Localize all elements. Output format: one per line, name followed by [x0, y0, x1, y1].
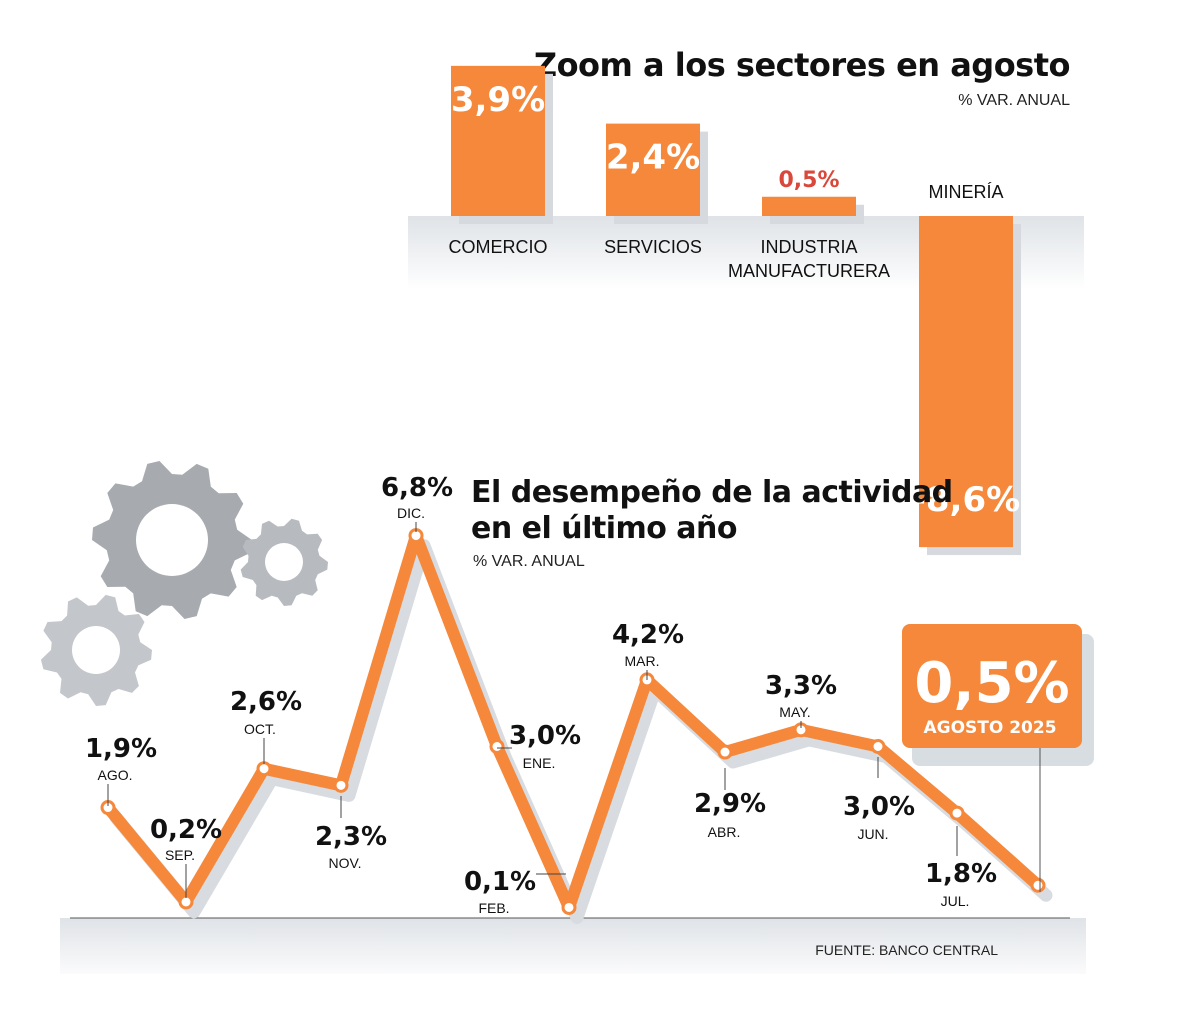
bar-4	[919, 216, 1013, 548]
highlight-label: AGOSTO 2025	[923, 718, 1056, 738]
bar-category-label: SERVICIOS	[604, 237, 702, 257]
point-value-label: 3,0%	[509, 721, 581, 751]
point-month-label: FEB.	[478, 900, 509, 916]
point-value-label: 3,0%	[843, 792, 915, 822]
data-point	[717, 744, 733, 760]
point-month-label: SEP.	[165, 847, 195, 863]
bar-category-label: MINERÍA	[928, 182, 1003, 202]
point-value-label: 1,8%	[925, 859, 997, 889]
data-point	[561, 899, 577, 915]
bar-value-label: 0,5%	[778, 168, 839, 193]
highlight-box	[902, 624, 1082, 748]
point-month-label: OCT.	[244, 721, 276, 737]
data-point	[949, 805, 965, 821]
data-point	[870, 739, 886, 754]
data-point	[333, 777, 349, 793]
point-value-label: 2,6%	[230, 687, 302, 717]
point-month-label: DIC.	[397, 505, 425, 521]
point-value-label: 2,9%	[694, 789, 766, 819]
bar-category-label: COMERCIO	[449, 237, 548, 257]
point-month-label: ENE.	[523, 755, 556, 771]
bar-category-label: INDUSTRIA	[760, 237, 857, 257]
data-point	[1030, 877, 1046, 893]
point-value-label: 3,3%	[765, 671, 837, 701]
point-value-label: 1,9%	[85, 734, 157, 764]
point-value-label: 2,3%	[315, 822, 387, 852]
point-value-label: 6,8%	[381, 473, 453, 503]
line-series	[100, 528, 1053, 924]
highlight-value: 0,5%	[914, 651, 1069, 716]
point-month-label: NOV.	[329, 855, 362, 871]
point-value-label: 0,1%	[464, 867, 536, 897]
point-month-label: MAR.	[625, 653, 660, 669]
point-value-label: 4,2%	[612, 620, 684, 650]
bar-value-label: 3,9%	[451, 80, 545, 120]
bar-3	[762, 196, 856, 216]
bar-chart-title: Zoom a los sectores en agosto	[534, 46, 1070, 84]
bar-series: 3,9% COMERCIO 2,4% SERVICIOS 0,5% INDUSTRIA MA…	[449, 65, 1021, 556]
bar-chart-subtitle: % VAR. ANUAL	[958, 92, 1070, 109]
line-chart-band	[60, 918, 1086, 974]
bar-2	[606, 123, 700, 216]
point-value-label: 0,2%	[150, 815, 222, 845]
line-chart-subtitle: % VAR. ANUAL	[473, 553, 585, 570]
bar-1	[451, 65, 545, 216]
point-month-label: JUN.	[857, 826, 888, 842]
point-month-label: JUL.	[941, 893, 970, 909]
bar-value-label: -8,6%	[912, 480, 1020, 520]
point-month-label: AGO.	[97, 767, 132, 783]
line-chart-title-line-2: en el último año	[471, 511, 737, 546]
bar-category-label: MANUFACTURERA	[728, 261, 890, 281]
bar-value-label: 2,4%	[606, 138, 700, 178]
line-chart-title-line-1: El desempeño de la actividad	[471, 475, 953, 510]
data-point	[489, 739, 505, 754]
line-labels: 1,9% AGO. 0,2% SEP. 2,6% OCT. 2,3% NOV. 6,8% DIC.…	[85, 473, 997, 916]
point-month-label: MAY.	[779, 704, 810, 720]
data-point	[256, 761, 272, 777]
gears-icon	[40, 461, 328, 706]
point-month-label: ABR.	[708, 824, 741, 840]
source-note: FUENTE: BANCO CENTRAL	[815, 942, 998, 958]
